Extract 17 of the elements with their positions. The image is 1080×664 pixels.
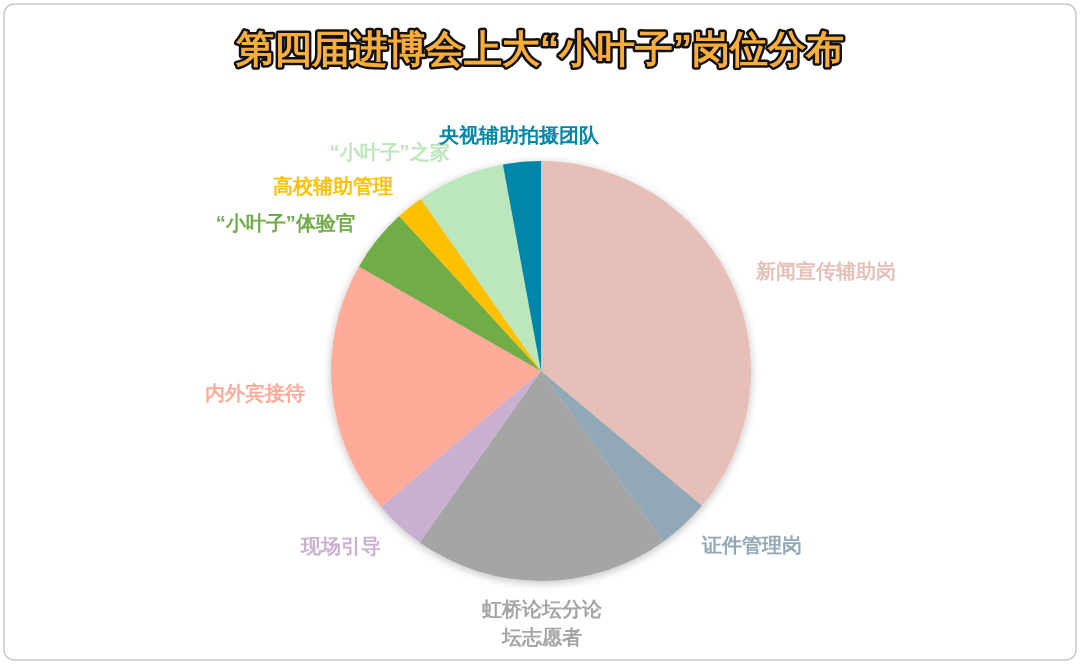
slice-label: 新闻宣传辅助岗 <box>755 259 897 282</box>
pie-slice <box>331 266 541 507</box>
pie-slice <box>399 198 541 371</box>
pie-slice <box>420 164 541 371</box>
pie-slice <box>419 371 664 581</box>
slice-label: 内外宾接待 <box>204 381 305 404</box>
slice-label: 高校辅助管理 <box>272 174 393 197</box>
pie-slice <box>502 161 541 371</box>
slice-label: 现场引导 <box>299 535 381 558</box>
slice-label: “小叶子”体验官 <box>215 211 356 234</box>
pie-slice <box>541 371 702 542</box>
pie-slice <box>541 161 751 506</box>
chart-title: 第四届进博会上大“小叶子”岗位分布 <box>235 28 844 70</box>
pie-slice <box>380 371 541 543</box>
pie-slice <box>358 216 541 371</box>
slice-label: 证件管理岗 <box>701 534 803 556</box>
slice-label: 虹桥论坛分论坛志愿者 <box>480 598 603 649</box>
